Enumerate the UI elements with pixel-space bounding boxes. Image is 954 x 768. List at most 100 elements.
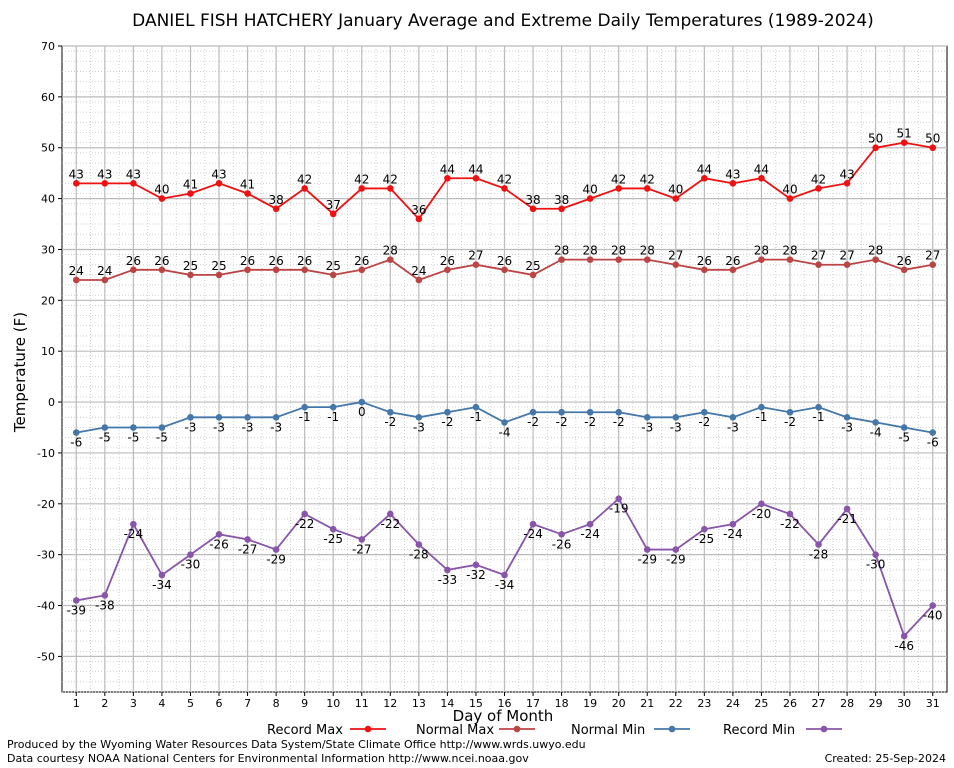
normal-max-point bbox=[415, 276, 423, 284]
legend-label-record-max: Record Max bbox=[267, 723, 343, 738]
x-tick-label: 19 bbox=[583, 697, 597, 710]
normal-min-data-label: -1 bbox=[470, 410, 482, 424]
x-tick-label: 29 bbox=[869, 697, 883, 710]
record-max-point bbox=[272, 205, 280, 213]
record-max-point bbox=[444, 174, 451, 182]
x-tick-label: 18 bbox=[555, 697, 569, 710]
legend-label-record-min: Record Min bbox=[723, 723, 795, 738]
record-min-data-label: -30 bbox=[866, 558, 886, 572]
x-tick-label: 26 bbox=[783, 697, 797, 710]
normal-min-point bbox=[387, 408, 394, 416]
normal-max-data-label: 26 bbox=[697, 254, 712, 268]
normal-min-point bbox=[558, 408, 565, 416]
x-tick-label: 5 bbox=[187, 697, 194, 710]
record-min-data-label: -25 bbox=[323, 532, 343, 546]
normal-max-data-label: 24 bbox=[69, 264, 84, 278]
record-max-point bbox=[672, 195, 680, 202]
normal-min-point bbox=[301, 403, 308, 411]
x-tick-label: 10 bbox=[326, 697, 340, 710]
normal-max-data-label: 25 bbox=[326, 259, 341, 273]
y-axis-title: Temperature (F) bbox=[11, 312, 29, 433]
y-tick-label: 40 bbox=[41, 193, 55, 206]
record-max-data-label: 43 bbox=[126, 167, 141, 181]
normal-min-point bbox=[615, 408, 622, 416]
record-max-point bbox=[501, 185, 508, 192]
legend-label-normal-max: Normal Max bbox=[416, 723, 494, 738]
x-tick-label: 11 bbox=[355, 697, 369, 710]
normal-min-data-label: -3 bbox=[213, 420, 225, 434]
record-min-point bbox=[215, 531, 223, 538]
normal-max-data-label: 27 bbox=[468, 249, 483, 263]
y-tick-label: 50 bbox=[41, 142, 55, 155]
record-max-data-label: 51 bbox=[897, 127, 912, 141]
normal-max-point bbox=[672, 261, 680, 269]
record-max-data-label: 38 bbox=[554, 193, 569, 207]
record-min-point bbox=[444, 566, 451, 574]
footer-data-courtesy: Data courtesy NOAA National Centers for … bbox=[7, 752, 529, 765]
normal-max-data-label: 27 bbox=[668, 249, 683, 263]
record-min-point bbox=[672, 546, 680, 553]
normal-min-data-label: -4 bbox=[499, 425, 511, 439]
record-min-point bbox=[529, 520, 537, 528]
normal-min-data-label: -6 bbox=[70, 436, 82, 450]
record-min-point bbox=[872, 551, 879, 558]
y-tick-label: -30 bbox=[37, 549, 55, 562]
legend-marker-record-min bbox=[820, 725, 828, 733]
record-min-data-label: -46 bbox=[894, 639, 914, 653]
normal-min-point bbox=[672, 414, 680, 421]
normal-max-point bbox=[101, 276, 109, 284]
record-max-point bbox=[929, 144, 937, 152]
record-min-point bbox=[701, 525, 708, 533]
x-tick-label: 8 bbox=[273, 697, 280, 710]
legend-marker-normal-max bbox=[513, 725, 521, 733]
series-layer bbox=[72, 139, 937, 640]
normal-max-point bbox=[130, 266, 137, 274]
record-max-point bbox=[815, 185, 822, 192]
x-tick-label: 9 bbox=[301, 697, 308, 710]
normal-min-data-label: -2 bbox=[441, 415, 453, 429]
legend-label-normal-min: Normal Min bbox=[571, 723, 645, 738]
normal-max-data-label: 26 bbox=[154, 254, 169, 268]
record-max-point bbox=[244, 190, 251, 197]
normal-max-point bbox=[358, 266, 366, 274]
record-min-point bbox=[786, 510, 794, 518]
normal-min-point bbox=[815, 403, 822, 411]
record-max-point bbox=[729, 180, 737, 187]
record-min-data-label: -34 bbox=[495, 578, 515, 592]
record-max-data-label: 38 bbox=[268, 193, 283, 207]
normal-min-point bbox=[900, 424, 908, 431]
record-min-data-label: -32 bbox=[466, 568, 486, 582]
normal-min-point bbox=[215, 414, 223, 421]
record-min-point bbox=[843, 505, 851, 513]
record-min-data-label: -29 bbox=[637, 553, 657, 567]
record-max-point bbox=[301, 185, 308, 192]
record-max-data-label: 43 bbox=[839, 167, 854, 181]
normal-max-data-label: 25 bbox=[183, 259, 198, 273]
x-tick-label: 16 bbox=[498, 697, 512, 710]
record-min-data-label: -27 bbox=[238, 542, 258, 556]
normal-max-point bbox=[729, 266, 737, 274]
record-min-point bbox=[929, 602, 937, 609]
record-max-data-label: 40 bbox=[583, 183, 598, 197]
y-tick-label: 10 bbox=[41, 345, 55, 358]
legend: Record Max Normal Max Normal Min Record Min bbox=[267, 723, 842, 738]
record-min-data-label: -27 bbox=[352, 542, 372, 556]
x-tick-label: 2 bbox=[101, 697, 108, 710]
record-min-data-label: -34 bbox=[152, 578, 172, 592]
record-max-data-label: 44 bbox=[754, 162, 769, 176]
legend-marker-normal-min bbox=[668, 725, 676, 733]
record-min-data-label: -20 bbox=[752, 507, 772, 521]
normal-max-data-label: 28 bbox=[583, 244, 598, 258]
record-max-point bbox=[72, 180, 80, 187]
normal-max-point bbox=[900, 266, 908, 274]
record-min-point bbox=[244, 536, 251, 543]
normal-min-data-label: -1 bbox=[755, 410, 767, 424]
normal-min-point bbox=[729, 414, 737, 421]
normal-min-point bbox=[929, 429, 937, 436]
normal-max-point bbox=[786, 256, 794, 263]
x-tick-label: 22 bbox=[669, 697, 683, 710]
record-min-point bbox=[272, 546, 280, 553]
data-labels: 43 43 43 40 41 43 41 38 42 37 42 42 36 44 44 42 38 38 40 42… bbox=[66, 127, 942, 653]
normal-min-point bbox=[758, 403, 765, 411]
